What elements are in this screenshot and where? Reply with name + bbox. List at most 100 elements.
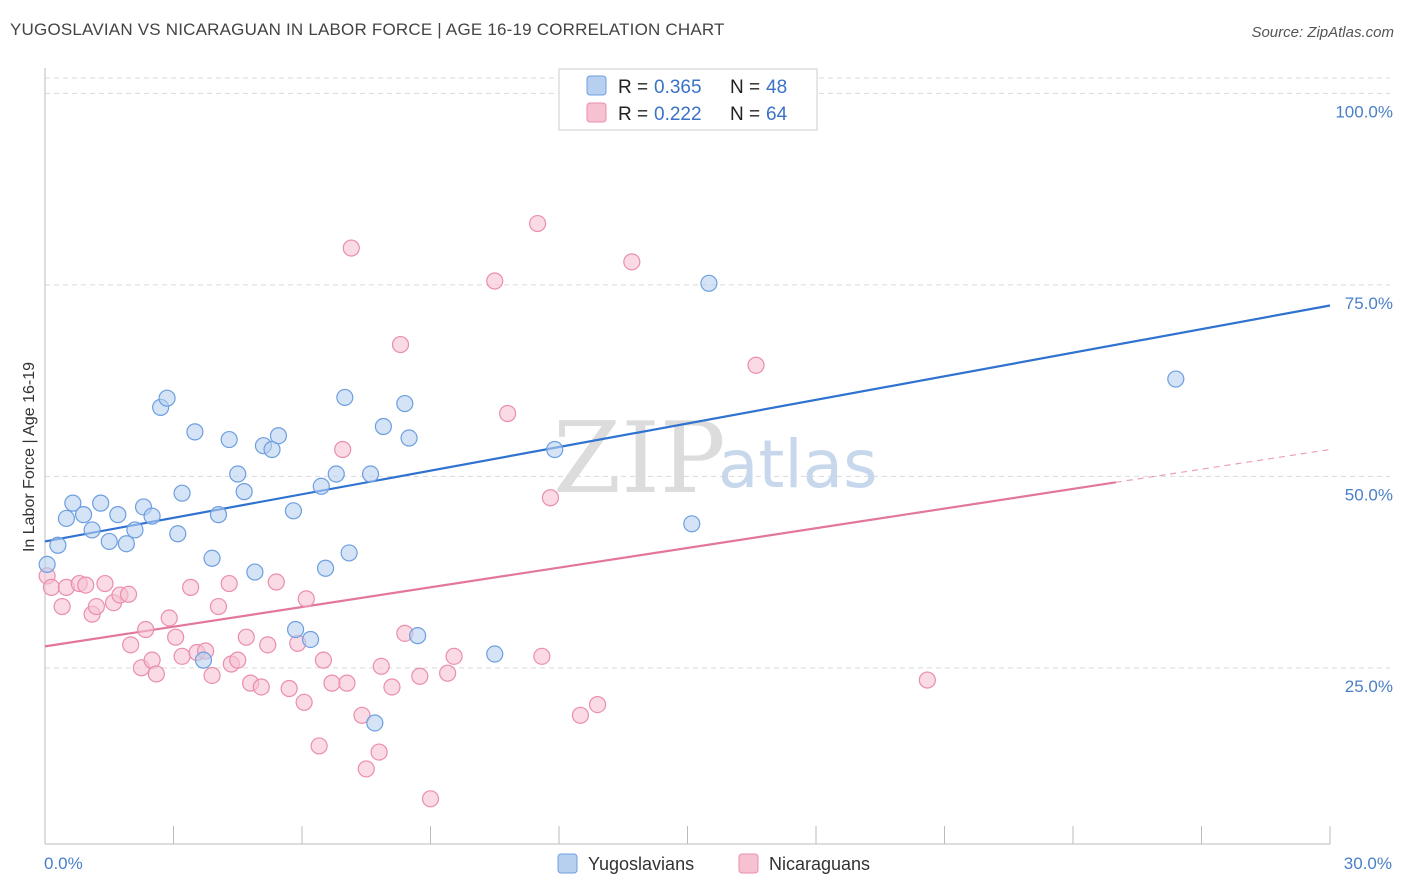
nicaraguan-point xyxy=(918,671,936,689)
nicaraguan-point xyxy=(353,706,371,724)
nicaraguan-point xyxy=(342,239,360,257)
nicaraguan-point xyxy=(439,664,457,682)
yugoslavian-point xyxy=(220,430,238,449)
nicaraguan-point xyxy=(229,651,247,669)
y-tick-label-0: 25.0% xyxy=(1345,677,1393,696)
nicaraguan-point xyxy=(42,578,61,596)
nicaraguan-point xyxy=(323,674,341,692)
yugoslavian-point xyxy=(235,483,253,501)
yugoslavian-point xyxy=(209,506,228,524)
nicaraguan-point xyxy=(411,667,429,685)
yugoslavian-point xyxy=(1167,370,1185,388)
nicaraguan-point xyxy=(383,678,401,696)
nicaraguan-point xyxy=(421,790,440,808)
yugoslavian-point xyxy=(38,555,56,574)
nicaraguan-point xyxy=(167,628,185,646)
yugoslavian-point xyxy=(92,494,110,512)
y-tick-label-1: 50.0% xyxy=(1345,485,1393,504)
nicaraguan-point xyxy=(571,706,590,724)
nicaraguan-point xyxy=(499,404,517,423)
nicaraguan-point xyxy=(314,651,333,669)
nicaraguan-point xyxy=(338,674,356,692)
yugoslavian-point xyxy=(203,549,221,567)
yugoslavian-point xyxy=(246,563,264,581)
nicaraguan-point xyxy=(370,743,388,761)
yugoslavian-point xyxy=(409,627,427,645)
yugoslavian-point xyxy=(286,620,305,639)
bottom-legend-label-yugoslavians: Yugoslavians xyxy=(588,854,694,874)
yugoslavian-point xyxy=(117,535,135,553)
yugoslavian-point xyxy=(143,507,161,525)
nicaraguan-point xyxy=(541,489,560,507)
legend-swatch-yugoslavians xyxy=(586,75,607,96)
nicaraguan-point xyxy=(623,253,641,271)
watermark-zip: ZIP xyxy=(553,402,726,516)
nicaraguan-point xyxy=(119,585,138,603)
yugoslavian-point xyxy=(57,509,76,528)
nicaraguan-point xyxy=(357,760,375,778)
yugoslavian-point xyxy=(400,429,418,447)
yugoslavian-point xyxy=(169,525,187,543)
yugoslavian-point xyxy=(683,515,701,533)
nicaraguan-point xyxy=(77,576,95,594)
nicaraguan-point xyxy=(147,665,165,683)
nicaraguan-point xyxy=(267,573,285,591)
legend-n-value-yugoslavians: 48 xyxy=(766,77,787,98)
chart-title: YUGOSLAVIAN VS NICARAGUAN IN LABOR FORCE… xyxy=(10,20,725,39)
nicaraguan-point xyxy=(310,737,328,755)
nicaraguan-point xyxy=(87,597,106,616)
nicaraguan-point xyxy=(533,647,551,665)
nicaraguan-point xyxy=(209,597,228,616)
nicaraguan-point xyxy=(372,657,390,675)
legend-r-value-nicaraguans: 0.222 xyxy=(654,104,702,125)
nicaraguan-point xyxy=(297,590,315,608)
y-tick-label-2: 75.0% xyxy=(1345,294,1393,313)
nicaraguan-point xyxy=(747,356,765,374)
bottom-legend: Yugoslavians Nicaraguans xyxy=(557,853,870,874)
legend-n-label-yugoslavians: N = xyxy=(730,77,760,98)
nicaraguan-point xyxy=(53,597,71,616)
x-tick-label-min: 0.0% xyxy=(44,854,83,873)
source-credit: Source: ZipAtlas.com xyxy=(1251,24,1394,41)
y-tick-label-3: 100.0% xyxy=(1335,102,1393,121)
bottom-legend-swatch-yugoslavians xyxy=(557,853,578,874)
trend-line-nicaraguans xyxy=(44,481,1116,648)
watermark-atlas: atlas xyxy=(718,426,878,503)
x-tick-label-max: 30.0% xyxy=(1344,854,1392,873)
nicaraguan-point xyxy=(160,609,178,627)
yugoslavian-point xyxy=(109,506,127,524)
trend-line-nicaraguans-extension xyxy=(1115,448,1331,483)
yugoslavian-point xyxy=(49,536,67,554)
yugoslavian-point xyxy=(700,274,718,292)
nicaraguan-point xyxy=(280,679,298,698)
nicaraguan-point xyxy=(252,678,270,696)
nicaraguan-point xyxy=(259,636,277,654)
nicaraguan-point xyxy=(334,440,352,459)
yugoslavian-point xyxy=(269,427,288,445)
yugoslavian-point xyxy=(312,477,330,495)
yugoslavian-point xyxy=(546,440,564,459)
legend-r-label-yugoslavians: R = xyxy=(618,77,648,98)
nicaraguan-point xyxy=(391,335,410,354)
yugoslavian-point xyxy=(327,465,345,483)
yugoslavian-point xyxy=(126,521,144,539)
nicaraguan-point xyxy=(137,620,155,639)
trend-line-yugoslavians xyxy=(44,304,1331,543)
yugoslavian-point xyxy=(194,651,213,669)
yugoslavian-point xyxy=(374,417,392,436)
legend-r-value-yugoslavians: 0.365 xyxy=(654,77,702,98)
nicaraguans-points xyxy=(38,214,936,808)
nicaraguan-point xyxy=(528,214,547,233)
yugoslavians-points xyxy=(38,80,1185,732)
nicaraguan-point xyxy=(295,693,313,711)
nicaraguan-point xyxy=(203,666,221,685)
legend-swatch-nicaraguans xyxy=(586,102,607,123)
nicaraguan-point xyxy=(486,272,504,290)
top-legend: R = 0.365 N = 48 R = 0.222 N = 64 xyxy=(558,68,818,131)
y-axis-title: In Labor Force | Age 16-19 xyxy=(21,362,38,552)
yugoslavian-point xyxy=(74,506,93,524)
nicaraguan-point xyxy=(96,574,114,593)
yugoslavian-point xyxy=(229,465,247,483)
legend-n-label-nicaraguans: N = xyxy=(730,104,760,125)
axes xyxy=(44,68,1331,845)
